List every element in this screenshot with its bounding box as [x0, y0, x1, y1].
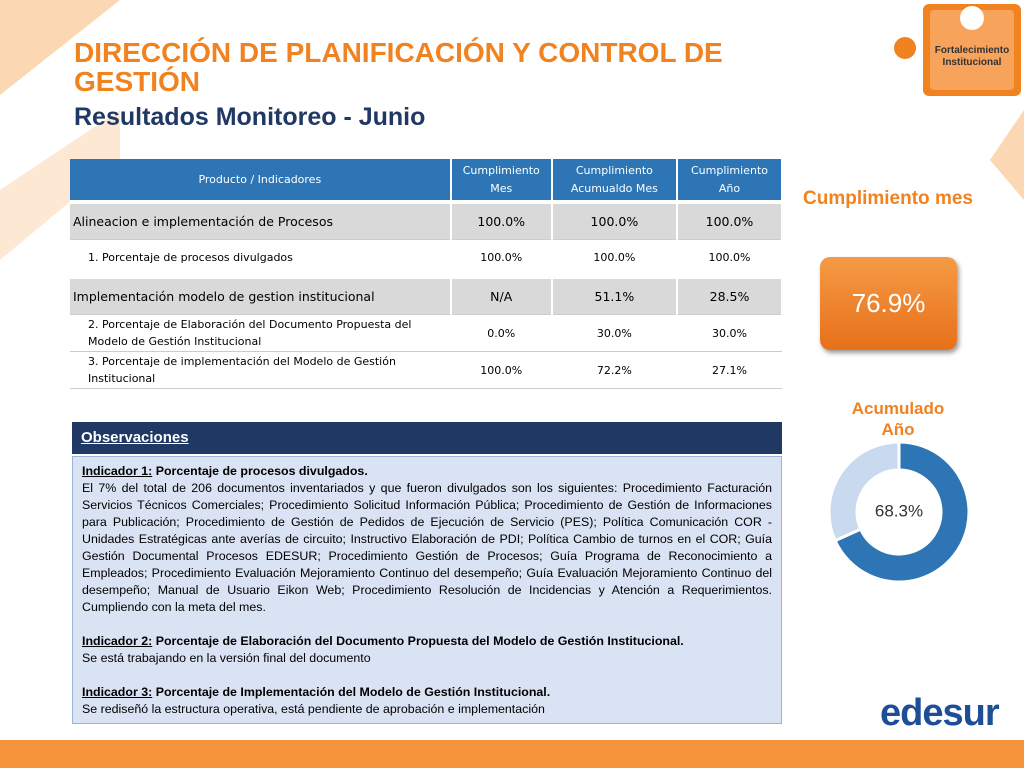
observation: Indicador 3: Porcentaje de Implementació…	[82, 684, 772, 718]
table-cell: 30.0%	[551, 314, 677, 352]
donut-remainder	[827, 440, 901, 543]
table-cell: 100.0%	[551, 239, 677, 278]
observation-label: Indicador 2:	[82, 634, 153, 648]
table-cell: 3. Porcentaje de implementación del Mode…	[70, 351, 451, 389]
observation-label: Indicador 1:	[82, 464, 153, 478]
accumulated-title: Acumulado Año	[851, 399, 945, 439]
donut-chart: 68.3%	[827, 440, 971, 584]
donut-segment	[833, 440, 971, 584]
table-cell: 2. Porcentaje de Elaboración del Documen…	[70, 314, 451, 352]
table-cell: 100.0%	[551, 200, 678, 240]
observation-title: Porcentaje de Elaboración del Documento …	[155, 634, 684, 648]
table-row: 2. Porcentaje de Elaboración del Documen…	[70, 314, 782, 352]
table-cell: 100.0%	[450, 200, 553, 240]
column-header: Cumplimiento Año	[676, 159, 784, 202]
column-header: Cumplimiento Mes	[450, 159, 553, 202]
table-cell: 28.5%	[676, 275, 784, 315]
table-cell: 100.0%	[676, 200, 784, 240]
results-table: Producto / Indicadores Cumplimiento Mes Cu…	[70, 159, 784, 389]
donut-label: 68.3%	[875, 501, 923, 520]
table-cell: 100.0%	[450, 351, 552, 389]
table-cell: Implementación modelo de gestion institu…	[70, 275, 452, 315]
title: DIRECCIÓN DE PLANIFICACIÓN Y CONTROL DE …	[74, 37, 723, 97]
observations-title: Observaciones	[72, 422, 782, 454]
table-cell: 72.2%	[551, 351, 677, 389]
observations-body: Indicador 1: Porcentaje de procesos divu…	[72, 456, 782, 724]
subtitle: Resultados Monitoreo - Junio	[74, 103, 426, 131]
table-cell: 100.0%	[450, 239, 552, 278]
table-cell: 27.1%	[676, 351, 782, 389]
observation-title: Porcentaje de Implementación del Modelo …	[155, 685, 551, 699]
column-header: Cumplimiento Acumualdo Mes	[551, 159, 678, 202]
table-row: Implementación modelo de gestion institu…	[70, 275, 784, 315]
badge: Fortalecimiento Institucional	[934, 45, 1010, 68]
observation-label: Indicador 3:	[82, 685, 153, 699]
month-value: 76.9%	[820, 257, 957, 350]
table-row: 3. Porcentaje de implementación del Mode…	[70, 351, 782, 389]
table-cell: 0.0%	[450, 314, 552, 352]
observation-text: Se rediseñó la estructura operativa, est…	[82, 702, 545, 716]
month-title: Cumplimiento mes	[803, 188, 973, 209]
table-row: 1. Porcentaje de procesos divulgados 100.…	[70, 239, 782, 278]
observation: Indicador 2: Porcentaje de Elaboración d…	[82, 633, 772, 667]
table-row: Alineacion e implementación de Procesos 1…	[70, 200, 784, 240]
table-cell: 100.0%	[676, 239, 782, 278]
column-header: Producto / Indicadores	[70, 159, 452, 202]
table-cell: N/A	[450, 275, 553, 315]
observation-text: El 7% del total de 206 documentos invent…	[82, 481, 772, 614]
observation: Indicador 1: Porcentaje de procesos divu…	[82, 463, 772, 616]
table-cell: Alineacion e implementación de Procesos	[70, 200, 452, 240]
table-cell: 51.1%	[551, 275, 678, 315]
observation-text: Se está trabajando en la versión final d…	[82, 651, 371, 665]
observation-title: Porcentaje de procesos divulgados.	[155, 464, 368, 478]
table-cell: 1. Porcentaje de procesos divulgados	[70, 239, 451, 278]
logo: edesur	[880, 692, 1000, 734]
table-cell: 30.0%	[676, 314, 782, 352]
